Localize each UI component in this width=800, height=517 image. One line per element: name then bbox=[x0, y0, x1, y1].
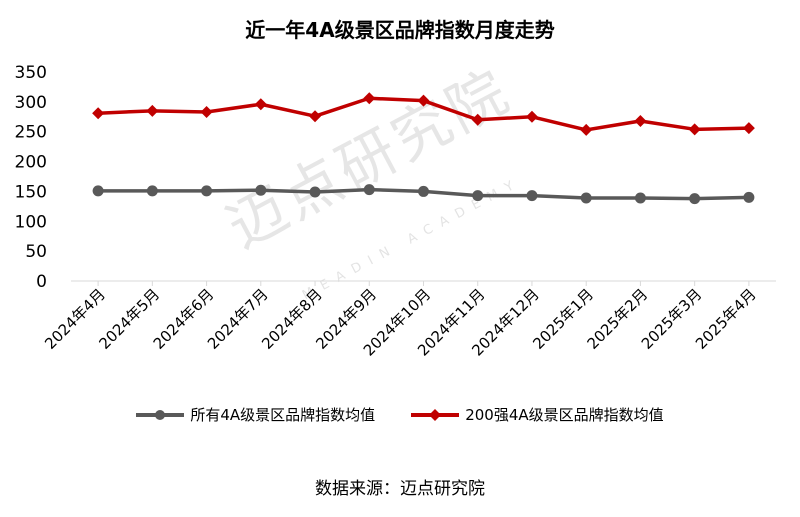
y-tick-label: 350 bbox=[15, 63, 47, 83]
data-point-all bbox=[743, 191, 755, 203]
data-point-top200 bbox=[525, 110, 538, 123]
data-point-all bbox=[526, 190, 538, 202]
data-point-all bbox=[363, 184, 375, 196]
data-point-all bbox=[472, 190, 484, 202]
data-point-all bbox=[689, 193, 701, 205]
y-tick-label: 0 bbox=[36, 272, 47, 292]
legend-swatch-all bbox=[136, 409, 185, 420]
source-note: 数据来源：迈点研究院 bbox=[315, 479, 485, 499]
legend-swatch-top200 bbox=[411, 408, 460, 421]
data-point-top200 bbox=[146, 104, 159, 117]
data-point-top200 bbox=[634, 114, 647, 127]
data-point-all bbox=[634, 192, 646, 204]
data-point-top200 bbox=[92, 107, 105, 120]
y-tick-label: 100 bbox=[15, 212, 47, 232]
data-point-all bbox=[418, 185, 429, 197]
data-point-top200 bbox=[417, 94, 430, 107]
data-point-top200 bbox=[200, 106, 213, 119]
legend-label-top200: 200强4A级景区品牌指数均值 bbox=[465, 406, 664, 424]
y-tick-label: 200 bbox=[15, 153, 47, 173]
data-point-all bbox=[255, 184, 267, 196]
data-point-all bbox=[146, 185, 158, 197]
legend-item-top200: 200强4A级景区品牌指数均值 bbox=[411, 404, 664, 425]
data-point-top200 bbox=[742, 122, 755, 135]
data-point-all bbox=[309, 186, 321, 198]
y-tick-label: 250 bbox=[15, 123, 47, 143]
data-point-all bbox=[201, 185, 213, 197]
data-point-top200 bbox=[254, 98, 267, 111]
data-point-all bbox=[580, 192, 592, 204]
chart-title: 近一年4A级景区品牌指数月度走势 bbox=[245, 18, 555, 42]
y-tick-label: 150 bbox=[15, 182, 47, 202]
y-tick-label: 50 bbox=[25, 242, 47, 262]
legend: 所有4A级景区品牌指数均值 200强4A级景区品牌指数均值 bbox=[0, 404, 800, 425]
legend-item-all: 所有4A级景区品牌指数均值 bbox=[136, 404, 375, 425]
data-point-top200 bbox=[363, 92, 376, 105]
y-tick-label: 300 bbox=[15, 93, 47, 113]
data-point-top200 bbox=[309, 110, 322, 123]
data-point-top200 bbox=[471, 113, 484, 126]
data-point-all bbox=[92, 185, 104, 197]
data-point-top200 bbox=[580, 123, 593, 136]
legend-label-all: 所有4A级景区品牌指数均值 bbox=[190, 406, 376, 424]
data-point-top200 bbox=[688, 123, 701, 136]
